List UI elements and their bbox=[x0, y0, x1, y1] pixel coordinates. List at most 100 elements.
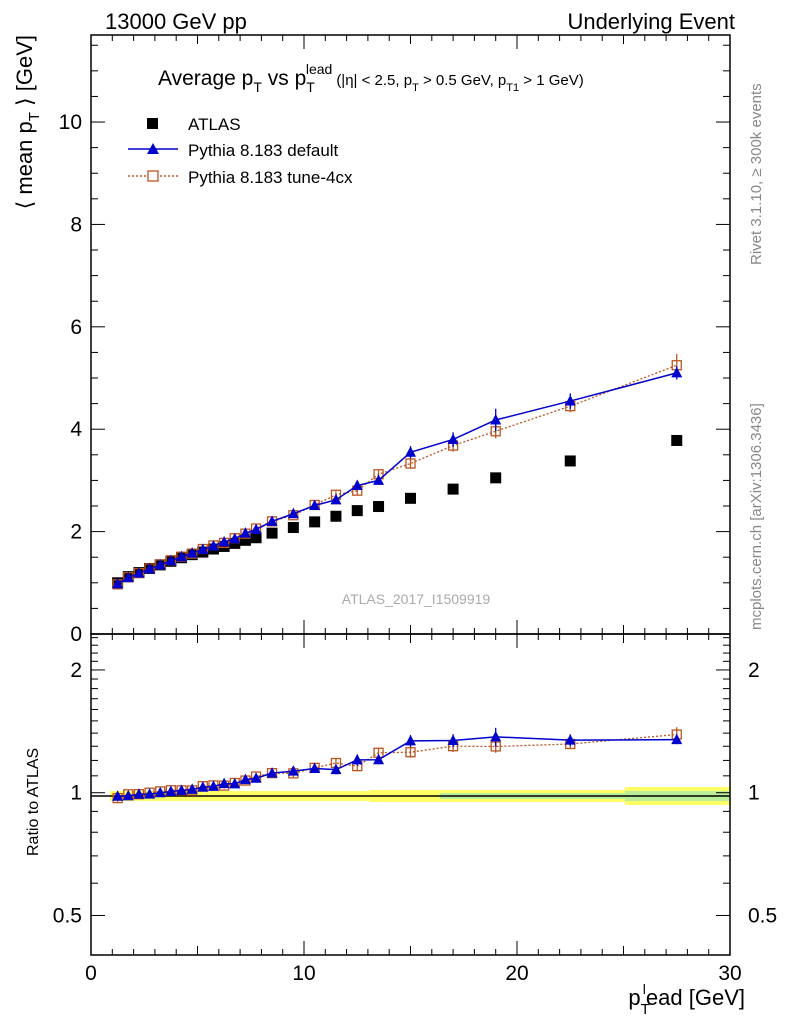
main-point-default bbox=[112, 577, 124, 589]
mcplots-label: mcplots.cern.ch [arXiv:1306.3436] bbox=[748, 403, 765, 630]
legend-marker-atlas bbox=[147, 118, 158, 129]
plot-title: Average pT vs pTlead(|η| < 2.5, pT > 0.5… bbox=[158, 61, 584, 95]
legend-label-tune-4cx: Pythia 8.183 tune-4cx bbox=[188, 168, 353, 187]
ratio-point-default bbox=[287, 765, 299, 776]
main-point-default bbox=[197, 543, 209, 555]
atlas-point bbox=[266, 527, 278, 539]
main-point-default bbox=[671, 366, 683, 378]
main-point-default bbox=[351, 479, 363, 491]
main-point-default bbox=[287, 507, 299, 519]
main-point-default bbox=[405, 446, 416, 457]
ratio-point-default bbox=[176, 784, 188, 795]
main-point-default bbox=[250, 523, 262, 535]
ratio-y-tick-label: 2 bbox=[70, 659, 82, 682]
legend-label-atlas: ATLAS bbox=[188, 115, 241, 134]
atlas-point bbox=[250, 532, 262, 544]
main-point-default bbox=[154, 558, 166, 570]
main-point-default bbox=[447, 433, 459, 444]
x-tick-label: 0 bbox=[85, 962, 97, 985]
ratio-y-axis-label: Ratio to ATLAS bbox=[25, 748, 42, 856]
ratio-data-layer bbox=[112, 727, 683, 804]
main-point-tune-4cx bbox=[405, 458, 416, 469]
atlas-point bbox=[351, 505, 363, 517]
ratio-point-default bbox=[218, 777, 230, 789]
main-point-default bbox=[266, 515, 278, 526]
ratio-point-default bbox=[133, 788, 145, 799]
main-y-tick-label: 8 bbox=[70, 213, 82, 236]
main-point-default bbox=[133, 567, 145, 578]
atlas-point bbox=[330, 510, 342, 522]
ratio-point-default bbox=[144, 788, 156, 799]
main-point-default bbox=[490, 413, 502, 425]
main-y-tick-label: 4 bbox=[70, 418, 82, 441]
atlas-point bbox=[309, 516, 321, 528]
atlas-point bbox=[405, 492, 416, 504]
axis-ticks bbox=[90, 35, 731, 956]
legend-marker-default bbox=[147, 143, 159, 154]
atlas-point bbox=[218, 540, 230, 552]
analysis-watermark: ATLAS_2017_I1509919 bbox=[342, 591, 491, 607]
atlas-point bbox=[447, 483, 459, 495]
main-plot-frame bbox=[90, 34, 731, 635]
ratio-point-default bbox=[564, 734, 576, 745]
ratio-y-tick-label: 0.5 bbox=[53, 904, 82, 927]
ratio-point-default bbox=[373, 753, 385, 765]
ratio-point-default bbox=[405, 734, 416, 746]
ratio-point-tune-4cx bbox=[405, 747, 416, 758]
ratio-point-default bbox=[229, 777, 241, 789]
ratio-y-tick-label-right: 0.5 bbox=[748, 904, 777, 927]
main-point-default bbox=[207, 539, 219, 551]
main-point-default bbox=[239, 527, 251, 538]
main-y-tick-label: 2 bbox=[70, 521, 82, 544]
ratio-point-default bbox=[330, 763, 342, 775]
ratio-point-default bbox=[250, 772, 262, 783]
main-point-default bbox=[229, 532, 241, 544]
ratio-point-default bbox=[351, 753, 363, 765]
atlas-point bbox=[373, 501, 385, 513]
x-tick-label: 30 bbox=[718, 962, 741, 985]
atlas-point bbox=[239, 534, 251, 546]
ratio-point-default bbox=[165, 785, 177, 796]
ratio-point-default bbox=[186, 783, 198, 794]
main-y-tick-label: 0 bbox=[70, 623, 82, 646]
main-point-default bbox=[165, 554, 177, 566]
ratio-y-tick-label: 1 bbox=[70, 782, 82, 805]
rivet-label: Rivet 3.1.10, ≥ 300k events bbox=[748, 83, 765, 265]
main-point-default bbox=[218, 535, 230, 547]
ratio-point-default bbox=[671, 733, 683, 745]
main-point-default bbox=[186, 547, 198, 558]
header-left: 13000 GeV pp bbox=[105, 9, 247, 34]
main-point-default bbox=[122, 571, 134, 583]
main-data-layer bbox=[112, 353, 683, 590]
ratio-point-default bbox=[239, 773, 251, 785]
main-y-tick-label: 6 bbox=[70, 316, 82, 339]
x-tick-label: 10 bbox=[292, 962, 315, 985]
header-right: Underlying Event bbox=[567, 9, 735, 34]
main-point-default bbox=[144, 562, 156, 574]
legend: ATLAS Pythia 8.183 default Pythia 8.183 … bbox=[128, 115, 353, 187]
ratio-point-default bbox=[197, 781, 209, 792]
ratio-y-tick-label-right: 2 bbox=[748, 659, 760, 682]
ratio-y-tick-label-right: 1 bbox=[748, 782, 760, 805]
ratio-point-default bbox=[266, 767, 278, 778]
main-point-default bbox=[373, 474, 385, 485]
ratio-point-default bbox=[490, 730, 502, 742]
main-point-default bbox=[176, 550, 188, 562]
atlas-point bbox=[671, 434, 683, 446]
ratio-point-default bbox=[112, 790, 124, 801]
ratio-point-default bbox=[447, 734, 459, 746]
atlas-point bbox=[564, 455, 576, 467]
main-y-tick-label: 10 bbox=[59, 111, 82, 134]
legend-marker-tune-4cx bbox=[147, 170, 159, 182]
main-point-default bbox=[309, 499, 321, 510]
atlas-point bbox=[287, 522, 299, 534]
main-y-axis-label: ⟨ mean pT ⟩ [GeV] bbox=[12, 35, 43, 209]
ratio-point-default bbox=[154, 786, 166, 798]
ratio-point-default bbox=[309, 762, 321, 774]
x-tick-label: 20 bbox=[505, 962, 528, 985]
x-axis-label: pTlead [GeV] bbox=[628, 981, 745, 1018]
tick-labels: 0 10 20 30 0 2 4 6 8 10 0.5 0.5 1 1 2 2 bbox=[53, 111, 777, 985]
main-point-default bbox=[330, 493, 342, 505]
main-point-default bbox=[564, 395, 576, 406]
